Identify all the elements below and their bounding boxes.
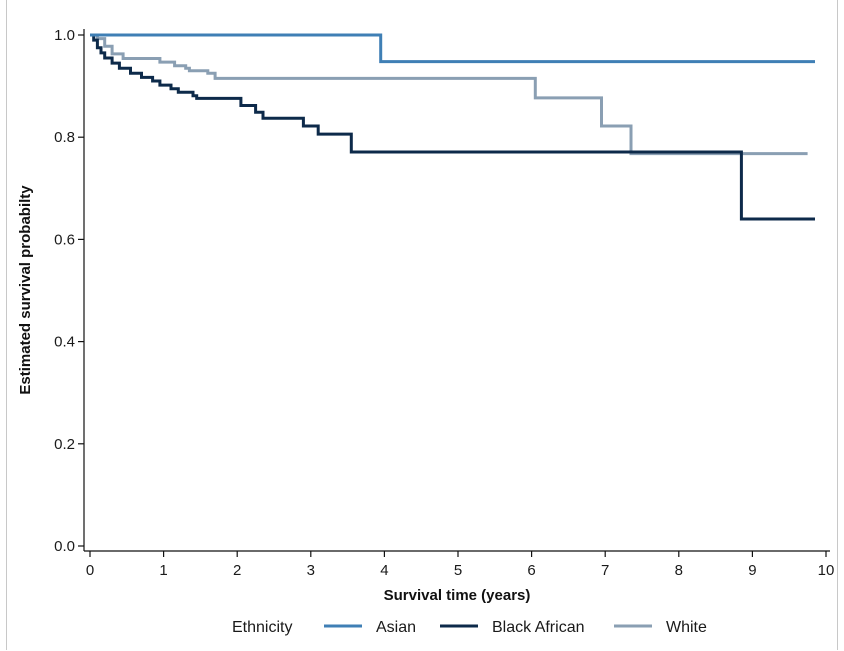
legend-label-white: White [666,619,707,636]
x-tick-label: 2 [233,562,241,579]
series-layer [90,33,815,221]
x-tick-label: 1 [159,562,167,579]
y-axis-title: Estimated survival probabilty [17,185,34,395]
x-tick-label: 6 [527,562,535,579]
series-line-white [90,33,808,156]
x-tick-label: 3 [307,562,315,579]
y-tick-label: 0.8 [54,129,75,146]
x-tick-label: 4 [380,562,388,579]
x-tick-label: 7 [601,562,609,579]
x-tick-label: 5 [454,562,462,579]
y-ticks: 0.0 0.2 0.4 0.6 0.8 1.0 [54,27,84,555]
axes-layer [83,29,830,552]
y-tick-label: 0.6 [54,231,75,248]
y-tick-label: 0.4 [54,334,75,351]
legend-label-black-african: Black African [492,619,584,636]
y-tick-label: 0.2 [54,436,75,453]
y-tick-label: 1.0 [54,27,75,44]
y-tick-label: 0.0 [54,538,75,555]
legend-label-asian: Asian [376,619,416,636]
legend: Ethnicity Asian Black African White [232,619,707,636]
x-tick-label: 0 [86,562,94,579]
legend-title: Ethnicity [232,619,292,636]
x-tick-label: 8 [675,562,683,579]
x-axis-title: Survival time (years) [384,587,531,604]
x-ticks: 0 1 2 3 4 5 6 7 8 9 10 [86,551,835,579]
x-tick-label: 9 [748,562,756,579]
x-tick-label: 10 [818,562,835,579]
series-line-asian [90,33,815,64]
figure-frame [6,0,838,650]
series-line-black-african [90,33,815,221]
